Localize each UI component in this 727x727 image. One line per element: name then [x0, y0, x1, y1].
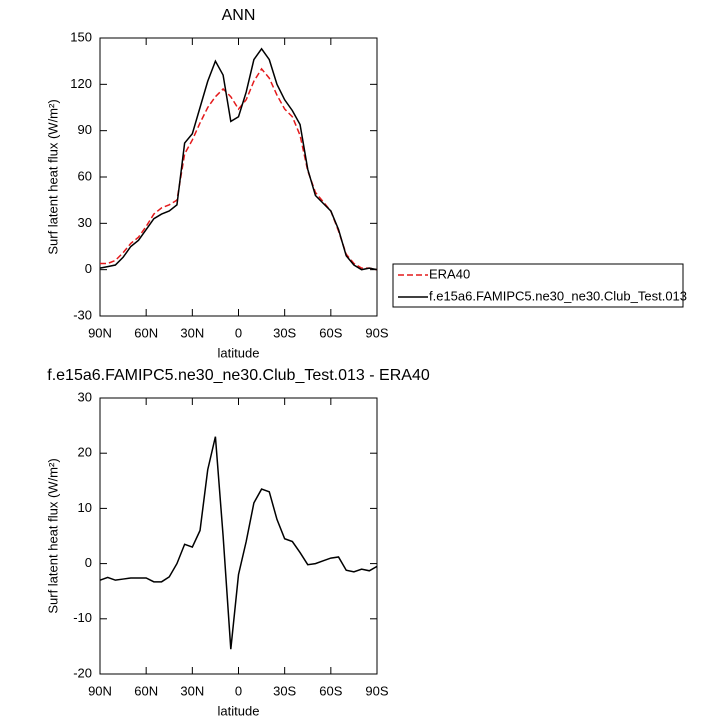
y-tick-label: 150	[70, 29, 92, 44]
x-tick-label: 30N	[180, 683, 204, 698]
x-axis-label: latitude	[218, 703, 260, 718]
y-tick-label: -20	[73, 665, 92, 680]
y-tick-label: 30	[78, 215, 92, 230]
x-tick-label: 90S	[365, 683, 388, 698]
chart-title: ANN	[222, 7, 256, 24]
x-axis-label: latitude	[218, 345, 260, 360]
y-tick-label: 10	[78, 500, 92, 515]
data-line	[99, 436, 378, 650]
plot-frame	[99, 37, 378, 317]
x-tick-label: 60S	[319, 325, 342, 340]
chart-title: f.e15a6.FAMIPC5.ne30_ne30.Club_Test.013 …	[47, 367, 430, 384]
legend-box	[392, 263, 684, 308]
y-tick-label: 20	[78, 445, 92, 460]
data-line	[100, 67, 378, 271]
x-tick-label: 60N	[134, 683, 158, 698]
x-tick-label: 90N	[88, 683, 112, 698]
y-tick-label: 0	[85, 261, 92, 276]
x-tick-label: 0	[235, 325, 242, 340]
x-tick-label: 0	[235, 683, 242, 698]
x-tick-label: 60S	[319, 683, 342, 698]
legend-label: ERA40	[429, 266, 470, 281]
x-tick-label: 30N	[180, 325, 204, 340]
legend-label: f.e15a6.FAMIPC5.ne30_ne30.Club_Test.013	[429, 288, 687, 303]
y-axis-label: Surf latent heat flux (W/m²)	[45, 99, 60, 254]
data-line	[99, 47, 378, 271]
x-tick-label: 30S	[273, 683, 296, 698]
y-tick-label: -30	[73, 307, 92, 322]
y-tick-label: 120	[70, 76, 92, 91]
y-tick-label: 60	[78, 168, 92, 183]
x-tick-label: 90N	[88, 325, 112, 340]
y-tick-label: -10	[73, 610, 92, 625]
x-tick-label: 30S	[273, 325, 296, 340]
y-tick-label: 30	[78, 389, 92, 404]
y-tick-label: 0	[85, 555, 92, 570]
y-axis-label: Surf latent heat flux (W/m²)	[45, 458, 60, 613]
x-tick-label: 60N	[134, 325, 158, 340]
x-tick-label: 90S	[365, 325, 388, 340]
plot-frame	[99, 397, 378, 675]
y-tick-label: 90	[78, 122, 92, 137]
